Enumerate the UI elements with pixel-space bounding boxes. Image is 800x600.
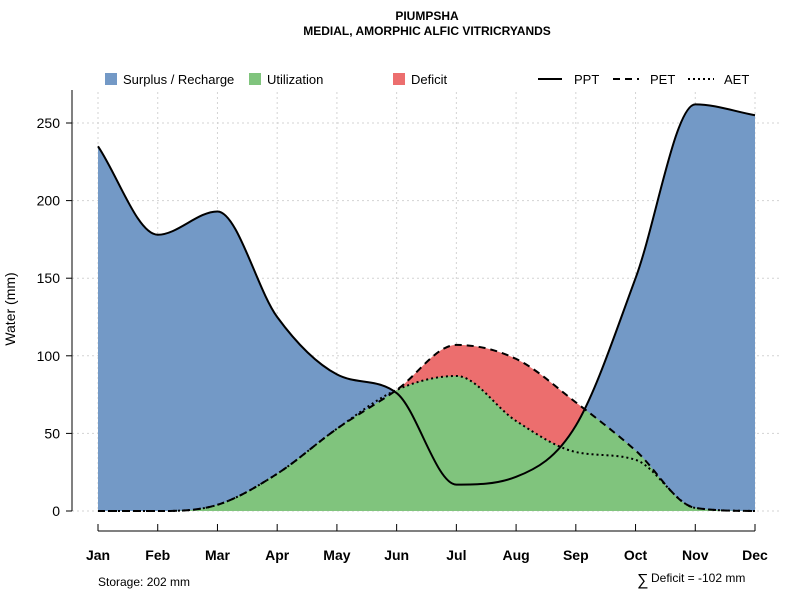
surplus-area bbox=[98, 104, 755, 511]
y-tick-label: 100 bbox=[37, 348, 61, 364]
x-tick-label: May bbox=[323, 547, 350, 563]
y-axis-label: Water (mm) bbox=[2, 272, 18, 345]
legend-label-ppt: PPT bbox=[574, 72, 599, 87]
storage-label: Storage: 202 mm bbox=[98, 575, 190, 589]
chart-subtitle: MEDIAL, AMORPHIC ALFIC VITRICRYANDS bbox=[303, 24, 551, 38]
legend-swatch-utilization bbox=[249, 73, 261, 85]
pet-line bbox=[98, 343, 756, 512]
chart-title: PIUMPSHA bbox=[395, 9, 459, 23]
x-tick-label: Jan bbox=[86, 547, 110, 563]
ppt-line bbox=[97, 103, 756, 486]
legend-swatch-deficit bbox=[393, 73, 405, 85]
y-tick-label: 200 bbox=[37, 193, 61, 209]
legend-swatch-surplus bbox=[105, 73, 117, 85]
y-tick-label: 0 bbox=[52, 503, 60, 519]
x-tick-label: Jun bbox=[384, 547, 409, 563]
y-tick-label: 50 bbox=[44, 425, 60, 441]
x-tick-label: Nov bbox=[682, 547, 709, 563]
x-tick-label: Feb bbox=[145, 547, 170, 563]
x-tick-label: Oct bbox=[624, 547, 648, 563]
x-tick-label: Aug bbox=[502, 547, 529, 563]
legend-label-surplus: Surplus / Recharge bbox=[123, 72, 234, 87]
plot-area bbox=[97, 103, 756, 512]
x-tick-label: Apr bbox=[265, 547, 290, 563]
x-tick-label: Jul bbox=[446, 547, 466, 563]
legend: Surplus / Recharge Utilization Deficit P… bbox=[105, 72, 749, 87]
legend-label-pet: PET bbox=[650, 72, 675, 87]
x-tick-label: Dec bbox=[742, 547, 768, 563]
y-tick-label: 250 bbox=[37, 115, 61, 131]
legend-label-deficit: Deficit bbox=[411, 72, 448, 87]
legend-label-aet: AET bbox=[724, 72, 749, 87]
x-tick-label: Mar bbox=[205, 547, 230, 563]
y-tick-label: 150 bbox=[37, 270, 61, 286]
y-ticks: 0 50 100 150 200 250 bbox=[37, 115, 72, 519]
legend-label-utilization: Utilization bbox=[267, 72, 323, 87]
x-ticks: Jan Feb Mar Apr May Jun Jul Aug Sep Oct Nov Dec bbox=[86, 524, 768, 563]
x-tick-label: Sep bbox=[563, 547, 589, 563]
axes: 0 50 100 150 200 250 Jan Feb Mar Apr May Jun Jul Aug… bbox=[37, 89, 768, 563]
sum-symbol: ∑ bbox=[637, 572, 648, 589]
deficit-total-label: Deficit = -102 mm bbox=[651, 571, 745, 585]
